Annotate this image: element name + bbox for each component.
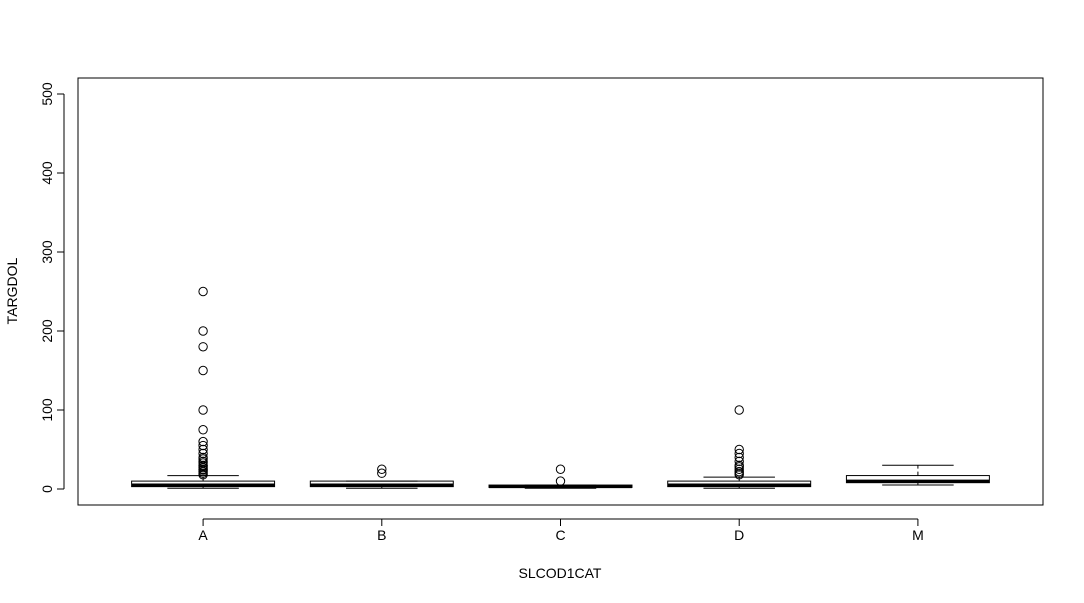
outlier-point xyxy=(377,464,387,474)
outlier-point xyxy=(734,466,744,477)
outlier-point xyxy=(198,326,208,336)
outlier-point xyxy=(377,468,387,478)
y-tick-label: 300 xyxy=(39,240,55,264)
box-B xyxy=(309,464,454,489)
x-axis-title: SLCOD1CAT xyxy=(519,565,602,581)
outlier-point xyxy=(198,456,208,467)
y-tick-label: 0 xyxy=(39,485,55,493)
box-M xyxy=(845,464,990,486)
outlier-point xyxy=(734,452,744,463)
x-tick-label: A xyxy=(198,527,208,543)
outlier-point xyxy=(734,448,744,459)
box-D xyxy=(667,405,812,489)
outlier-point xyxy=(198,436,208,447)
x-tick-label: D xyxy=(734,527,744,543)
outlier-point xyxy=(734,405,744,415)
outlier-point xyxy=(734,456,744,467)
outlier-point xyxy=(734,464,744,474)
x-tick-label: M xyxy=(912,527,924,543)
x-tick-label: C xyxy=(555,527,565,543)
y-tick-label: 100 xyxy=(39,398,55,422)
outlier-point xyxy=(734,460,744,470)
y-tick-label: 200 xyxy=(39,319,55,343)
box-A xyxy=(131,286,276,489)
x-tick-label: B xyxy=(377,527,386,543)
y-tick-label: 400 xyxy=(39,161,55,185)
iqr-box xyxy=(845,475,990,484)
outlier-point xyxy=(198,342,208,352)
boxes xyxy=(131,286,990,489)
outlier-point xyxy=(198,460,208,470)
outlier-point xyxy=(198,405,208,415)
y-axis-title: TARGDOL xyxy=(4,257,20,324)
outlier-point xyxy=(198,365,208,376)
outlier-point xyxy=(734,444,744,455)
outlier-point xyxy=(198,440,208,451)
outlier-point xyxy=(198,444,208,455)
outlier-point xyxy=(555,476,566,486)
y-tick-label: 500 xyxy=(39,82,55,106)
y-axis: 0 100 200 300 400 500 xyxy=(39,82,65,493)
box-C xyxy=(488,464,633,489)
outlier-point xyxy=(555,464,566,474)
plot-frame xyxy=(77,77,1044,506)
outlier-point xyxy=(198,452,208,463)
outlier-point xyxy=(198,286,208,297)
outlier-point xyxy=(198,425,208,435)
